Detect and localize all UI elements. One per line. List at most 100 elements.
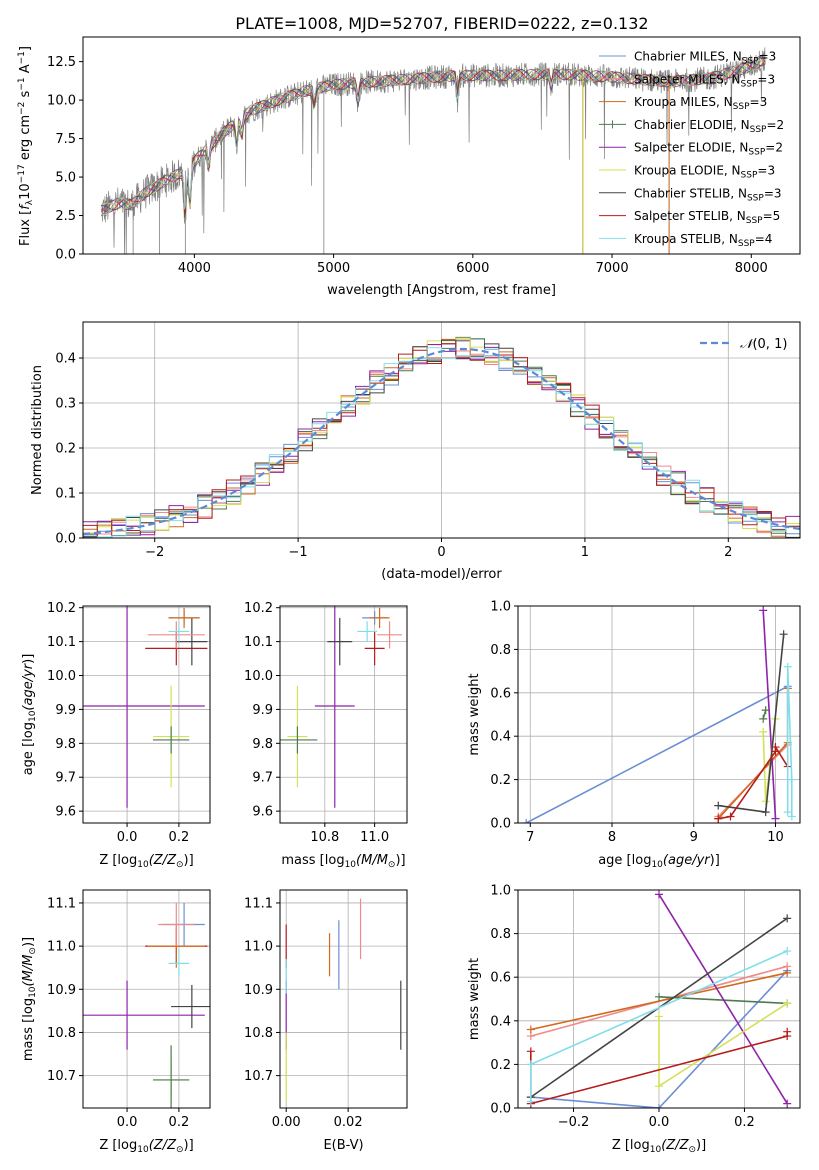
axes-frame	[82, 605, 211, 824]
weight-point-kroupa_stelib	[526, 1060, 535, 1069]
y-tick-label: 9.8	[252, 737, 273, 752]
y-tick-label: 0.2	[490, 1058, 511, 1073]
plot-area-spectrum	[100, 47, 766, 254]
data-layer	[83, 47, 800, 1108]
weight-point-chabrier_miles	[522, 819, 531, 823]
plot-area-mass_vs_Z	[83, 902, 210, 1108]
weight-point-salpeter_stelib	[526, 1047, 535, 1056]
x-tick-label: 4000	[178, 261, 211, 276]
weight-point-salpeter_stelib	[726, 812, 735, 821]
y-tick-label: 10.2	[47, 601, 76, 616]
weight-point-salpeter_elodie	[655, 890, 663, 899]
x-axis-label: E(B-V)	[323, 1138, 363, 1153]
weight-point-chabrier_stelib	[783, 914, 792, 923]
axes-frame	[279, 605, 408, 824]
y-tick-label: 9.8	[55, 737, 76, 752]
weight-line-kroupa_stelib	[786, 666, 793, 817]
x-tick-label: 10	[767, 830, 784, 845]
weight-point-kroupa_miles	[526, 1025, 535, 1034]
y-tick-label: 10.1	[47, 635, 76, 650]
y-tick-label: 0.0	[55, 248, 76, 263]
weight-line-kroupa_miles	[717, 688, 789, 820]
y-tick-label: 11.1	[47, 896, 76, 911]
weight-point-salpeter_elodie	[759, 606, 768, 615]
y-tick-label: 0.6	[490, 971, 511, 986]
legend-label-gaussian: 𝒩(0, 1)	[740, 337, 787, 352]
x-tick-label: 10.8	[310, 830, 339, 845]
plot-area-mass_vs_ebv	[285, 898, 402, 1102]
axes-frame	[82, 889, 211, 1109]
weight-point-kroupa_elodie	[655, 1012, 663, 1021]
plot-area-weight_vs_Z	[526, 890, 792, 1108]
x-tick-label: 2	[724, 545, 732, 560]
axes-frame	[82, 36, 801, 255]
y-tick-label: 7.5	[55, 132, 76, 147]
weight-point-kroupa_stelib	[783, 662, 792, 671]
x-tick-label: 6000	[456, 261, 489, 276]
weight-point-salpeter_stelib	[771, 743, 780, 752]
x-tick-label: 0.2	[169, 830, 190, 845]
x-tick-label: −1	[289, 545, 308, 560]
y-tick-label: 0.4	[55, 352, 76, 367]
y-tick-label: 0.1	[55, 487, 76, 502]
y-tick-label: 9.6	[55, 805, 76, 820]
y-tick-label: 10.0	[244, 669, 273, 684]
x-axis-label: (data-model)/error	[381, 567, 502, 582]
y-tick-label: 0.0	[55, 532, 76, 547]
y-tick-label: 0.4	[490, 1014, 511, 1029]
x-tick-label: 5000	[317, 261, 350, 276]
x-axis-label: Z [log10​(Z/Z⊙​)]	[99, 853, 193, 870]
x-tick-label: 7000	[596, 261, 629, 276]
y-tick-label: 0.2	[490, 773, 511, 788]
y-tick-label: 10.1	[244, 635, 273, 650]
y-tick-label: 0.4	[490, 730, 511, 745]
legend-label-kroupa_miles: Kroupa MILES, NSSP​=3	[634, 95, 767, 112]
model-spectrum-kroupa_stelib	[100, 55, 766, 215]
y-tick-label: 11.1	[244, 896, 273, 911]
legend-label-salpeter_miles: Salpeter MILES, NSSP​=3	[634, 72, 775, 89]
weight-point-kroupa_elodie	[655, 1082, 663, 1091]
y-tick-label: 0.8	[490, 927, 511, 942]
y-tick-label: 1.0	[490, 600, 511, 615]
y-tick-label: 0.3	[55, 397, 76, 412]
weight-point-kroupa_stelib	[526, 1097, 535, 1106]
legend-label-chabrier_miles: Chabrier MILES, NSSP​=3	[634, 50, 776, 67]
y-tick-label: 10.0	[47, 94, 76, 109]
y-tick-label: 10.8	[47, 1026, 76, 1041]
y-tick-label: 10.2	[244, 601, 273, 616]
grid-layer	[83, 322, 800, 1109]
x-tick-label: 0	[437, 545, 445, 560]
weight-point-salpeter_elodie	[783, 1099, 792, 1108]
x-tick-label: 9	[690, 830, 698, 845]
x-axis-label: Z [log10​(Z/Z⊙​)]	[99, 1138, 193, 1155]
plot-area-age_vs_mass	[280, 606, 403, 808]
weight-line-chabrier_miles	[530, 970, 788, 1108]
x-tick-label: 0.02	[334, 1115, 363, 1130]
y-tick-label: 9.9	[252, 703, 273, 718]
legend-label-salpeter_elodie: Salpeter ELODIE, NSSP​=2	[634, 141, 783, 158]
y-axis-label: mass [log10​(M/M⊙​)]	[21, 937, 38, 1061]
y-tick-label: 2.5	[55, 209, 76, 224]
model-spectrum-salpeter_stelib	[100, 60, 766, 214]
weight-point-kroupa_stelib	[787, 812, 796, 821]
legend-label-chabrier_elodie: Chabrier ELODIE, NSSP​=2	[634, 118, 784, 135]
weight-point-kroupa_stelib	[787, 775, 796, 784]
gaussian-curve	[83, 347, 800, 536]
y-tick-label: 9.9	[55, 703, 76, 718]
y-tick-label: 0.8	[490, 643, 511, 658]
x-tick-label: 0.2	[734, 1115, 755, 1130]
y-tick-label: 10.9	[47, 983, 76, 998]
y-tick-label: 10.9	[244, 983, 273, 998]
y-axis-label: mass weight	[467, 673, 482, 755]
weight-point-kroupa_miles	[783, 968, 792, 977]
weight-point-chabrier_elodie	[759, 714, 768, 723]
weight-point-kroupa_stelib	[783, 947, 792, 956]
plot-area-weight_vs_age	[522, 606, 796, 823]
histogram-kroupa_stelib	[83, 347, 800, 538]
y-tick-label: 9.7	[55, 771, 76, 786]
weight-point-chabrier_miles	[655, 1104, 663, 1108]
plot-area-age_vs_Z	[83, 606, 208, 808]
y-tick-label: 11.0	[244, 940, 273, 955]
y-tick-label: 0.0	[490, 817, 511, 832]
